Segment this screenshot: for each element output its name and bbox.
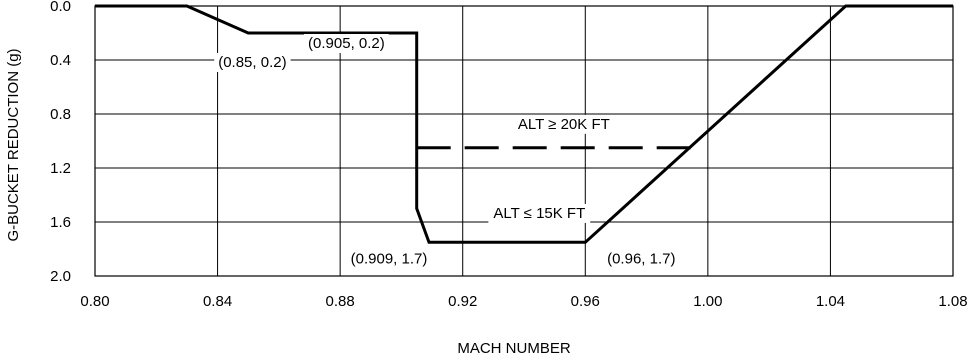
annotation-text: (0.905, 0.2) — [308, 35, 385, 52]
y-tick-label: 0.8 — [50, 106, 71, 123]
annotation-label: (0.909, 1.7) — [346, 249, 432, 269]
annotation-text: (0.909, 1.7) — [351, 251, 428, 268]
x-tick-label: 1.04 — [816, 293, 845, 310]
series-label-bg — [512, 114, 615, 134]
y-tick-label: 1.6 — [50, 214, 71, 231]
series-line-alt-15k — [95, 4, 953, 244]
annotation-label: (0.96, 1.7) — [603, 249, 680, 269]
grid-layer — [94, 5, 954, 277]
annotation-bg — [304, 34, 389, 53]
x-tick-label: 0.92 — [448, 293, 477, 310]
series-label-text: ALT ≥ 20K FT — [518, 116, 610, 133]
series-label-layer: ALT ≤ 15K FT ALT ≥ 20K FT — [488, 114, 615, 223]
y-tick-label: 0.0 — [50, 0, 71, 15]
annotation-text: (0.85, 0.2) — [218, 54, 286, 71]
series-label-bg — [488, 203, 591, 223]
x-tick-label: 0.88 — [326, 293, 355, 310]
annotation-bg — [603, 249, 680, 269]
series-label: ALT ≥ 20K FT — [512, 114, 615, 134]
y-tick-labels: 0.0 0.4 0.8 1.2 1.6 2.0 — [50, 0, 71, 285]
y-axis-title: G-BUCKET REDUCTION (g) — [5, 48, 22, 241]
plot-frame — [94, 5, 954, 277]
annotation-text: (0.96, 1.7) — [607, 251, 675, 268]
x-tick-label: 0.80 — [80, 293, 109, 310]
x-tick-label: 0.84 — [203, 293, 232, 310]
x-tick-label: 1.00 — [693, 293, 722, 310]
annotation-bg — [214, 53, 291, 72]
annotation-label: (0.85, 0.2) — [214, 53, 291, 72]
x-axis-title: MACH NUMBER — [457, 340, 571, 357]
annotation-bg — [346, 249, 432, 269]
series-label-text: ALT ≤ 15K FT — [493, 205, 585, 222]
x-tick-labels: 0.80 0.84 0.88 0.92 0.96 1.00 1.04 1.08 — [80, 293, 967, 310]
annotation-label: (0.905, 0.2) — [304, 34, 389, 53]
y-tick-label: 2.0 — [50, 268, 71, 285]
x-tick-label: 1.08 — [938, 293, 967, 310]
y-tick-label: 1.2 — [50, 160, 71, 177]
series-label: ALT ≤ 15K FT — [488, 203, 591, 223]
series-layer — [95, 4, 953, 244]
x-tick-label: 0.96 — [571, 293, 600, 310]
y-tick-label: 0.4 — [50, 52, 71, 69]
annotation-layer: (0.83, 0.0)(0.85, 0.2)(0.905, 0.2)(1.045… — [214, 34, 680, 269]
